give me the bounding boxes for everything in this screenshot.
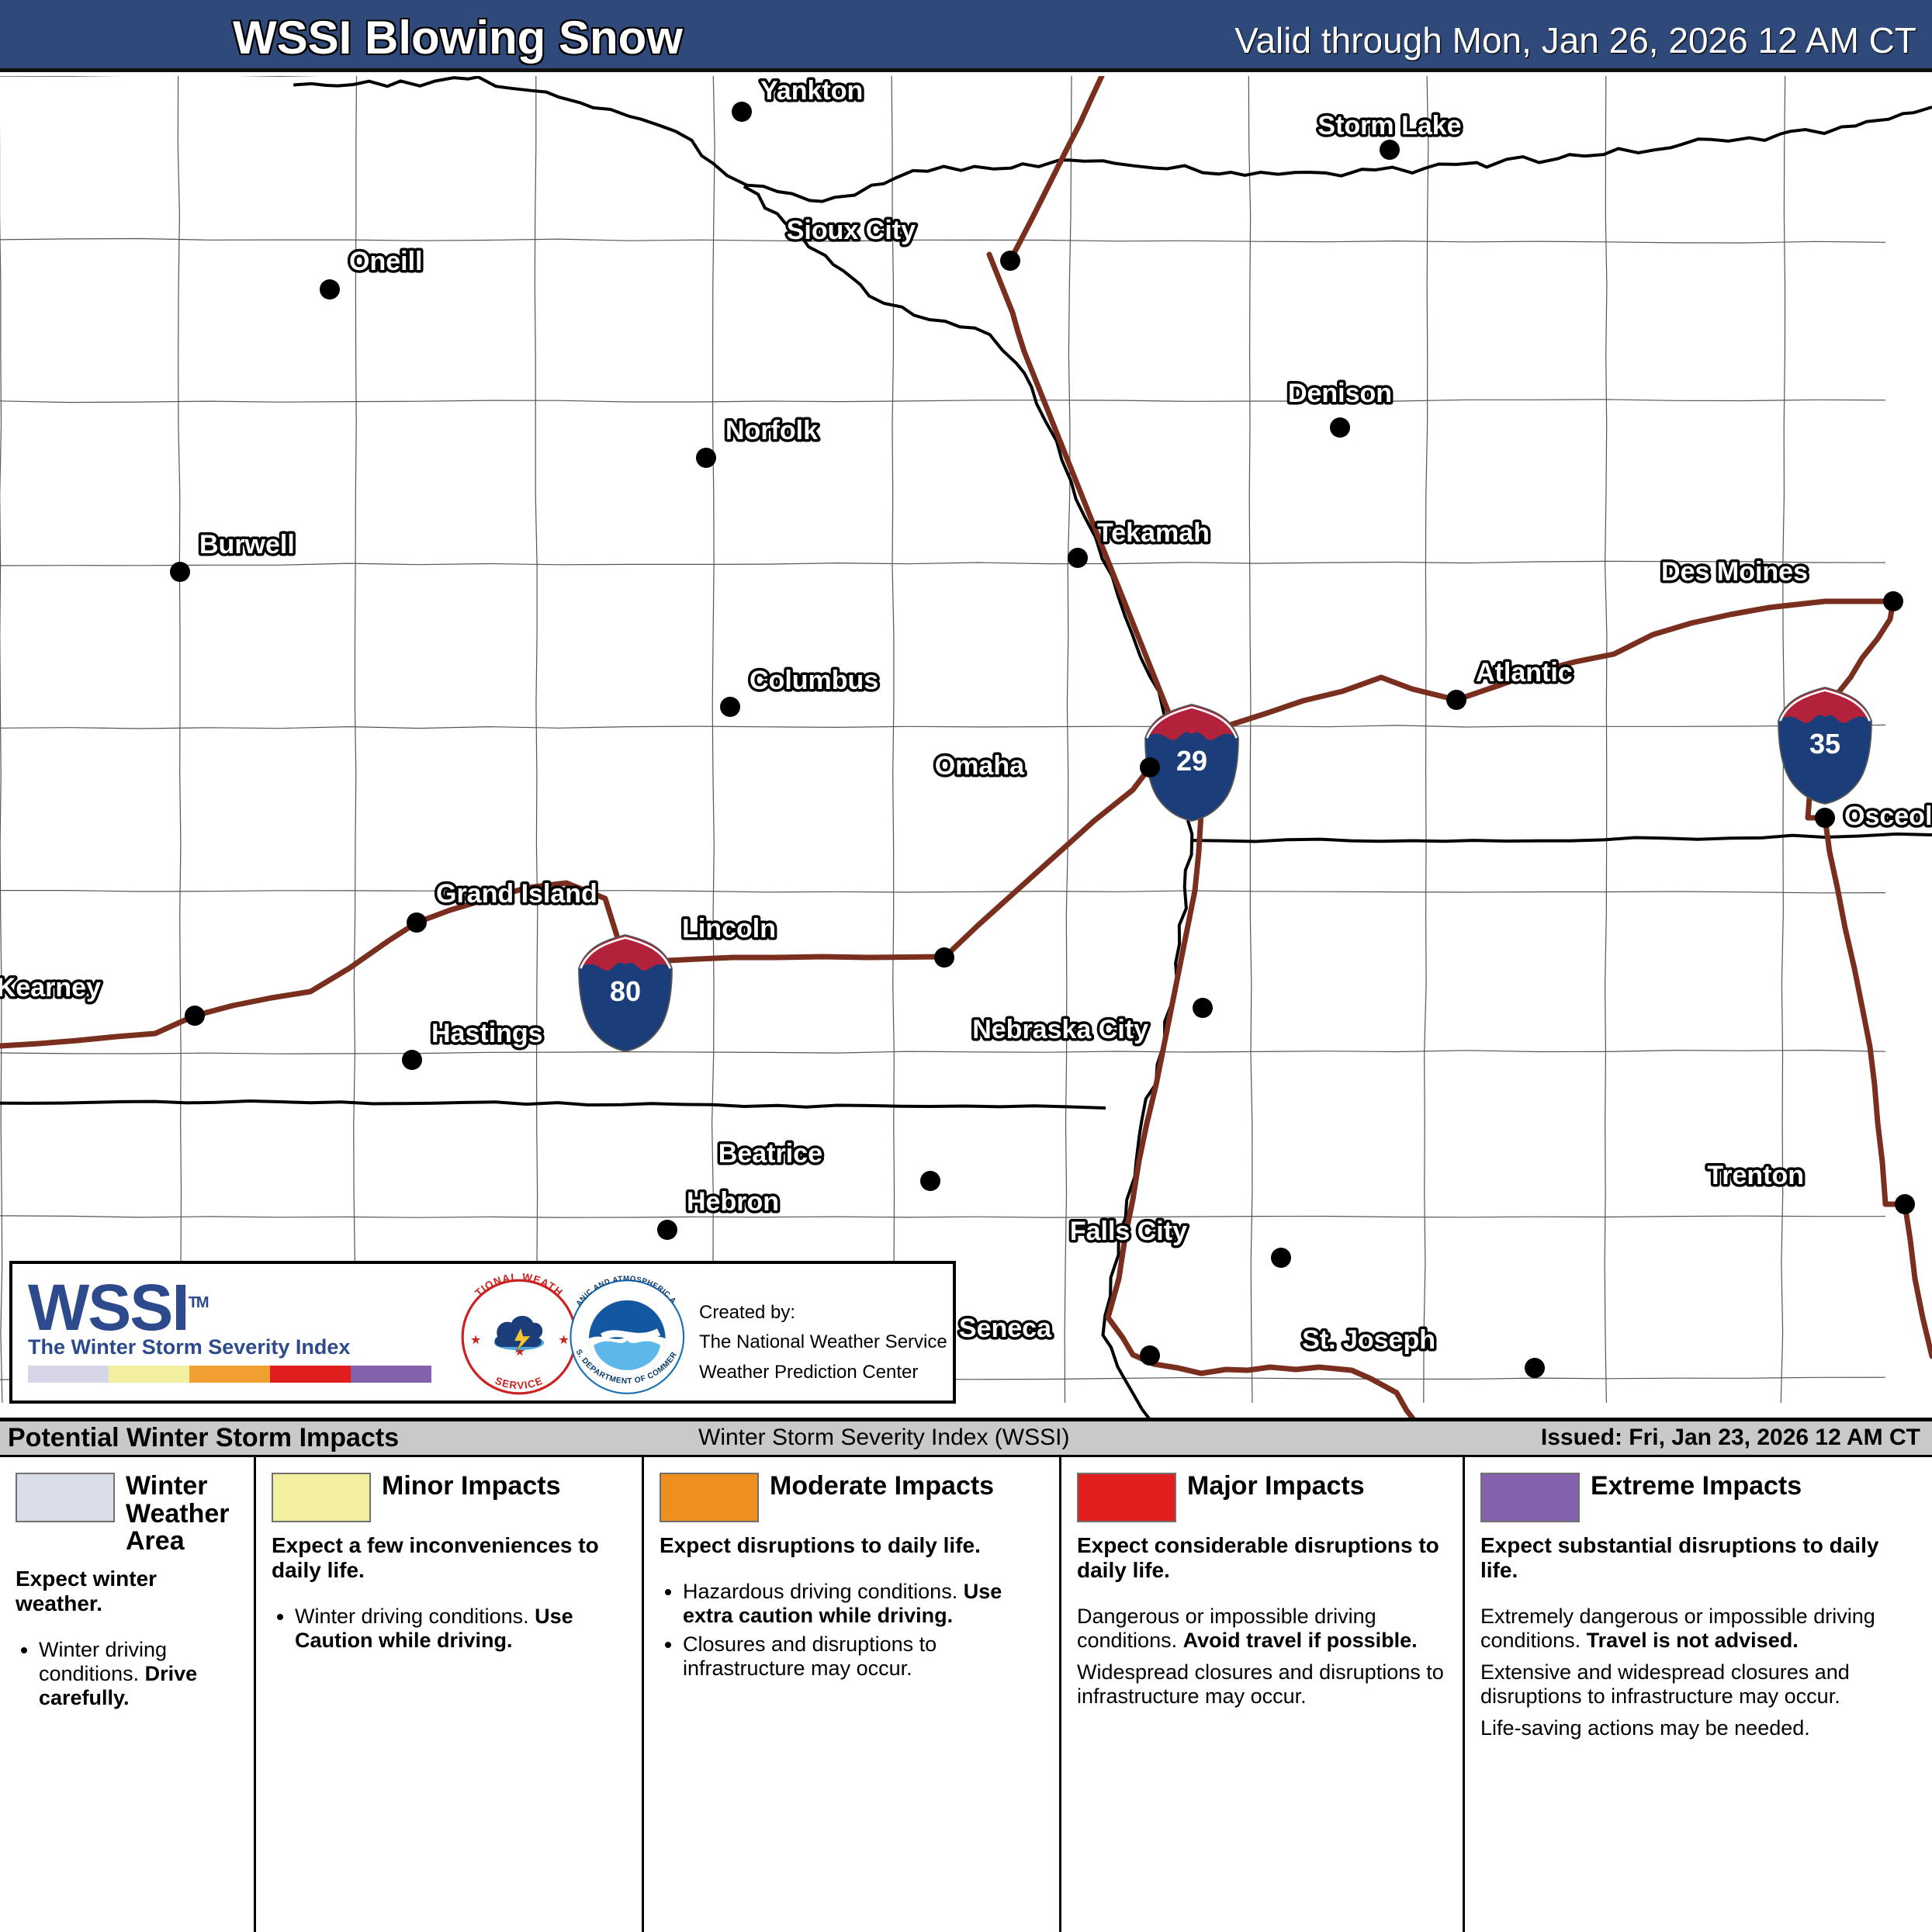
- svg-text:Kearney: Kearney: [0, 973, 101, 1002]
- svg-text:Sioux City: Sioux City: [787, 216, 916, 245]
- svg-text:Hastings: Hastings: [431, 1019, 543, 1048]
- svg-text:Yankton: Yankton: [760, 76, 863, 106]
- svg-text:★: ★: [471, 1334, 481, 1346]
- svg-text:Hebron: Hebron: [687, 1187, 779, 1217]
- svg-text:80: 80: [610, 975, 641, 1007]
- svg-text:Osceola: Osceola: [1844, 802, 1932, 831]
- svg-text:St. Joseph: St. Joseph: [1302, 1325, 1435, 1355]
- svg-text:Des Moines: Des Moines: [1661, 557, 1808, 587]
- svg-text:35: 35: [1809, 728, 1840, 760]
- svg-text:Seneca: Seneca: [959, 1314, 1052, 1343]
- svg-text:Nebraska City: Nebraska City: [972, 1015, 1148, 1044]
- svg-text:Lincoln: Lincoln: [682, 914, 776, 943]
- svg-text:Falls City: Falls City: [1070, 1217, 1187, 1246]
- svg-text:Burwell: Burwell: [199, 530, 295, 559]
- svg-text:★: ★: [559, 1334, 569, 1346]
- svg-text:Grand Island: Grand Island: [436, 879, 597, 909]
- svg-text:29: 29: [1176, 745, 1207, 777]
- svg-text:Beatrice: Beatrice: [718, 1139, 822, 1169]
- svg-text:Trenton: Trenton: [1707, 1161, 1804, 1190]
- svg-text:Storm Lake: Storm Lake: [1317, 111, 1461, 140]
- svg-text:Atlantic: Atlantic: [1476, 658, 1573, 687]
- svg-text:Tekamah: Tekamah: [1097, 518, 1210, 548]
- svg-text:Columbus: Columbus: [750, 666, 878, 695]
- svg-text:Denison: Denison: [1288, 379, 1392, 408]
- svg-text:Norfolk: Norfolk: [725, 416, 818, 445]
- svg-text:Omaha: Omaha: [935, 751, 1025, 781]
- svg-text:Oneill: Oneill: [349, 247, 422, 276]
